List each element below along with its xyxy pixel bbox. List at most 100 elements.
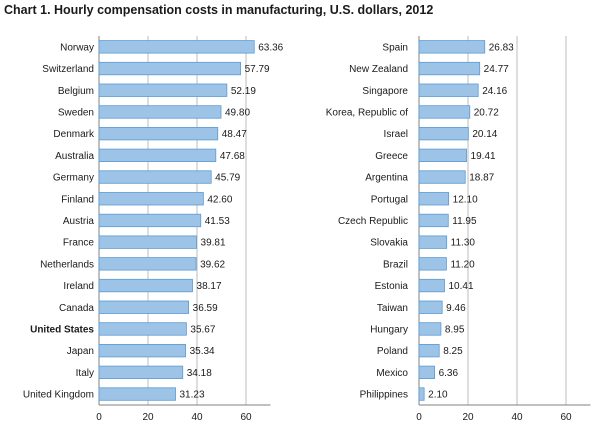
category-label: Korea, Republic of (326, 107, 408, 118)
bar (418, 148, 467, 163)
value-label: 24.77 (484, 64, 509, 75)
bar (418, 170, 466, 184)
bar (98, 365, 184, 380)
value-label: 18.87 (469, 173, 494, 184)
value-label: 8.25 (443, 346, 463, 357)
value-label: 52.19 (231, 86, 256, 97)
bar (98, 83, 228, 97)
bar (98, 387, 176, 401)
bar (418, 192, 450, 206)
value-label: 49.80 (225, 107, 250, 118)
category-label: Singapore (362, 86, 408, 97)
value-label: 8.95 (445, 324, 465, 335)
value-label: 26.83 (489, 42, 514, 53)
bar (98, 148, 217, 163)
left-panel: 0 20 40 60 Norway 63.36 Switzerland 57.79 Belgiu… (23, 36, 284, 423)
category-label: Czech Republic (338, 216, 408, 227)
bar (418, 365, 435, 380)
category-label: Canada (59, 303, 94, 314)
category-label: Argentina (365, 173, 408, 184)
value-label: 36.59 (193, 303, 218, 314)
category-label: Slovakia (370, 238, 408, 249)
category-label: Finland (61, 194, 94, 205)
bar (98, 213, 202, 228)
value-label: 12.10 (453, 194, 478, 205)
value-label: 20.72 (474, 107, 499, 118)
category-label: Hungary (370, 324, 408, 335)
bar (98, 257, 197, 271)
bar (418, 105, 471, 119)
bar (98, 170, 212, 184)
category-label: Switzerland (42, 64, 94, 75)
value-label: 35.67 (190, 324, 215, 335)
x-tick-label: 0 (416, 412, 422, 423)
bar (98, 105, 222, 119)
category-label: Ireland (63, 281, 94, 292)
x-tick-label: 20 (462, 412, 474, 423)
value-label: 34.18 (187, 368, 212, 379)
bar (98, 61, 241, 76)
bar (418, 40, 486, 54)
category-label: Brazil (383, 259, 408, 270)
right-panel: 0 20 40 60 Spain 26.83 New Zealand 24.77 Singapo… (326, 36, 591, 423)
value-label: 42.60 (207, 194, 232, 205)
value-label: 39.81 (201, 238, 226, 249)
bar (98, 278, 193, 293)
category-label: Norway (60, 42, 94, 53)
value-label: 31.23 (180, 390, 205, 401)
bar (98, 192, 204, 206)
bar (418, 83, 479, 97)
bar (418, 322, 442, 336)
bar (418, 235, 448, 249)
value-label: 45.79 (215, 173, 240, 184)
category-label: Estonia (375, 281, 409, 292)
x-tick-label: 20 (142, 412, 154, 423)
value-label: 35.34 (190, 346, 215, 357)
value-label: 39.62 (200, 259, 225, 270)
bar (98, 322, 187, 336)
bar (418, 257, 447, 271)
bar (418, 278, 445, 293)
chart-title: Chart 1. Hourly compensation costs in ma… (4, 3, 434, 17)
category-label: Netherlands (40, 259, 94, 270)
category-label: Australia (55, 151, 94, 162)
bar (418, 213, 449, 228)
category-label: Japan (67, 346, 94, 357)
category-label: France (63, 238, 95, 249)
category-label: Austria (63, 216, 95, 227)
bar (98, 235, 197, 249)
value-label: 11.95 (452, 216, 477, 227)
category-label: New Zealand (349, 64, 408, 75)
bar (98, 40, 255, 54)
value-label: 20.14 (472, 129, 497, 140)
category-label: Spain (382, 42, 408, 53)
bar (418, 387, 425, 401)
value-label: 38.17 (197, 281, 222, 292)
category-label: Portugal (371, 194, 408, 205)
x-tick-label: 40 (191, 412, 203, 423)
value-label: 9.46 (446, 303, 466, 314)
bar (98, 300, 190, 314)
category-label: Mexico (376, 368, 408, 379)
category-label: Philippines (360, 390, 408, 401)
category-label: Belgium (58, 86, 94, 97)
x-tick-label: 0 (96, 412, 102, 423)
bar (418, 343, 440, 358)
x-tick-label: 60 (240, 412, 252, 423)
value-label: 11.30 (451, 238, 476, 249)
category-label: Italy (76, 368, 94, 379)
value-label: 57.79 (245, 64, 270, 75)
x-tick-label: 60 (560, 412, 572, 423)
value-label: 11.20 (450, 259, 475, 270)
value-label: 6.36 (439, 368, 459, 379)
value-label: 10.41 (449, 281, 474, 292)
category-label: Poland (377, 346, 408, 357)
category-label: Sweden (58, 107, 94, 118)
bar (418, 61, 481, 76)
bar (98, 127, 219, 141)
category-label: Israel (384, 129, 408, 140)
category-label: Greece (375, 151, 408, 162)
value-label: 19.41 (471, 151, 496, 162)
bar (418, 300, 443, 314)
